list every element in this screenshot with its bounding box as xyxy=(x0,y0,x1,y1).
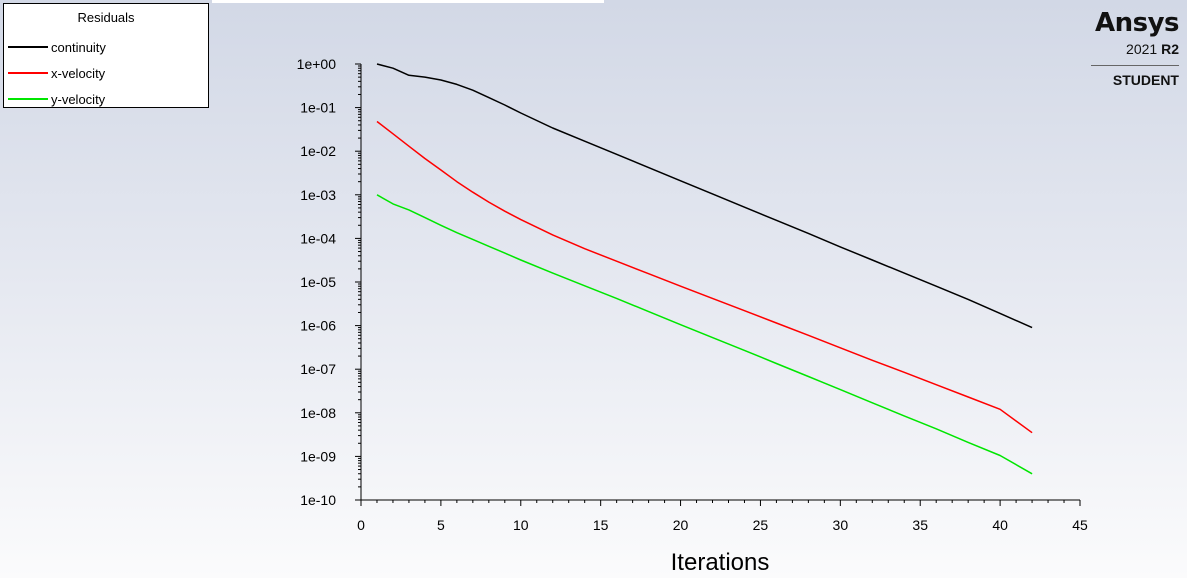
x-tick-label: 30 xyxy=(833,517,849,533)
legend-swatch-x-velocity xyxy=(8,72,48,74)
y-tick-label: 1e-05 xyxy=(300,274,336,290)
series-line-continuity xyxy=(376,63,1033,329)
y-tick-label: 1e-04 xyxy=(300,230,336,246)
y-tick-label: 1e-03 xyxy=(300,187,336,203)
y-tick-label: 1e-08 xyxy=(300,405,336,421)
legend-swatch-continuity xyxy=(8,46,48,48)
legend-item-x-velocity: x-velocity xyxy=(8,65,105,81)
logo-release: R2 xyxy=(1161,41,1179,57)
legend-title: Residuals xyxy=(77,10,135,25)
logo-version: 2021 R2 xyxy=(1079,40,1179,58)
top-white-strip xyxy=(212,0,604,3)
logo-year: 2021 xyxy=(1126,41,1158,57)
series-line-y-velocity xyxy=(376,194,1033,475)
x-tick-label: 10 xyxy=(513,517,529,533)
x-tick-label: 45 xyxy=(1072,517,1088,533)
legend: Residuals continuity x-velocity y-veloci… xyxy=(3,3,209,108)
legend-swatch-y-velocity xyxy=(8,98,48,100)
series-line-x-velocity xyxy=(376,120,1033,434)
x-tick-label: 25 xyxy=(753,517,769,533)
y-tick-label: 1e-09 xyxy=(300,448,336,464)
y-tick-label: 1e-06 xyxy=(300,318,336,334)
legend-item-continuity: continuity xyxy=(8,39,106,55)
x-tick-label: 0 xyxy=(357,517,365,533)
ansys-logo: Ansys 2021 R2 STUDENT xyxy=(1079,8,1180,88)
x-tick-label: 5 xyxy=(437,517,445,533)
y-tick-label: 1e-10 xyxy=(300,492,336,508)
legend-label: y-velocity xyxy=(51,91,106,107)
logo-divider xyxy=(1091,65,1179,66)
x-axis-label: Iterations xyxy=(671,549,770,576)
x-tick-label: 15 xyxy=(593,517,609,533)
legend-item-y-velocity: y-velocity xyxy=(8,91,105,107)
legend-label: continuity xyxy=(51,39,106,55)
logo-brand: Ansys xyxy=(1094,8,1180,38)
chart-tick-labels: 0 5 10 15 20 25 30 35 40 45 1e-10 1e-09 1e-08 1e-07 1e… xyxy=(297,56,1088,533)
y-tick-label: 1e-02 xyxy=(300,143,336,159)
x-tick-label: 35 xyxy=(912,517,928,533)
y-tick-label: 1e-07 xyxy=(300,361,336,377)
y-tick-label: 1e-01 xyxy=(300,100,336,116)
chart-lines xyxy=(376,63,1033,475)
x-tick-label: 20 xyxy=(673,517,689,533)
logo-edition: STUDENT xyxy=(1112,72,1179,88)
legend-label: x-velocity xyxy=(51,65,106,81)
chart-axes xyxy=(355,63,1081,506)
y-tick-label: 1e+00 xyxy=(297,56,337,72)
x-tick-label: 40 xyxy=(992,517,1008,533)
